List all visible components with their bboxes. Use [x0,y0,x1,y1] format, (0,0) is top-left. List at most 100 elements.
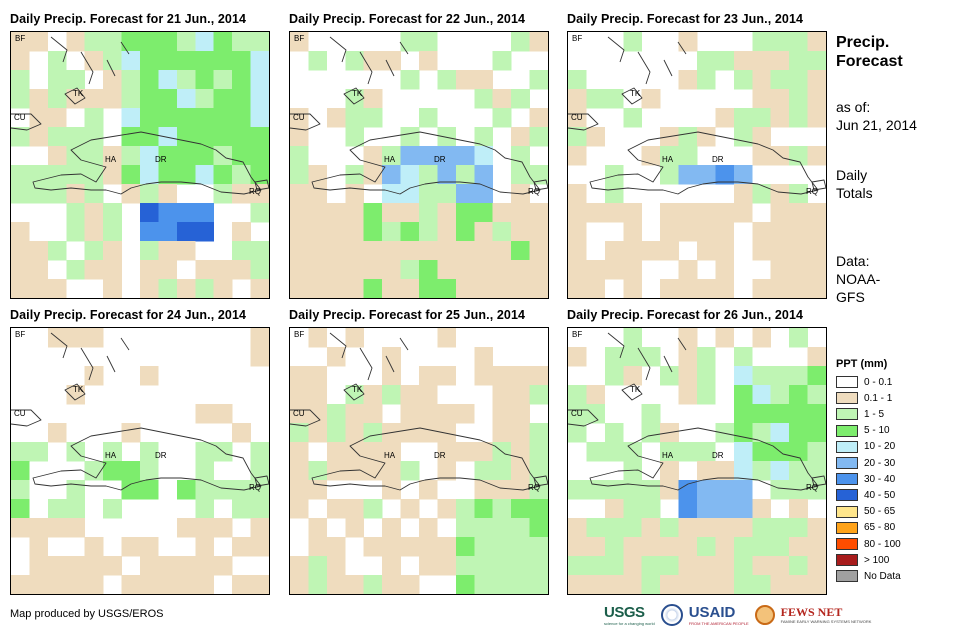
precip-cell [47,279,67,298]
precip-cell [121,184,141,204]
precip-cell [382,146,401,166]
precip-cell [715,222,735,242]
precip-cell [382,480,401,500]
legend-swatch [836,554,858,567]
precip-cell [47,70,67,90]
precip-cell [789,499,808,519]
precip-cell [568,518,587,538]
precip-cell [308,366,328,386]
precip-cell [678,385,698,405]
precip-cell [586,480,606,500]
precip-cell [140,203,159,223]
precip-cell [697,518,716,538]
precip-cell [195,51,215,71]
precip-cell [752,89,772,109]
precip-cell [363,279,383,298]
precip-cell [419,518,438,538]
precip-cell [697,241,716,261]
precip-cell [586,89,606,109]
precip-cell [47,146,67,166]
legend-item: 0 - 0.1 [836,375,892,389]
precip-cell [623,241,643,261]
precip-cell [195,461,215,481]
precip-cell [290,184,309,204]
precip-cell [752,328,772,348]
precip-cell [511,222,530,242]
precip-cell [158,32,178,52]
precip-cell [158,575,178,594]
precip-cell [121,146,141,166]
precip-cell [290,241,309,261]
precip-cell [232,89,251,109]
coastline [11,113,42,131]
precip-cell [29,127,49,147]
map-label-dr: DR [712,155,724,164]
precip-cell [455,499,475,519]
precip-cell [568,146,587,166]
precip-cell [195,556,215,576]
precip-cell [103,260,122,280]
precip-cell [733,366,753,386]
precip-cell [382,442,401,462]
precip-cell [770,260,790,280]
totals-line1: Daily [836,167,868,183]
precip-cell [437,70,457,90]
precip-cell [419,480,438,500]
precip-cell [419,423,438,443]
precip-cell [345,127,365,147]
forecast-map-svg-5: BF TK CU HA DR RQ [290,328,548,594]
precip-cell [290,499,309,519]
precip-cell [345,423,365,443]
precip-cell [474,518,494,538]
precip-cell [382,184,401,204]
precip-cell [11,32,30,52]
precip-cell [770,241,790,261]
precip-cell [752,404,772,424]
precip-cell [363,499,383,519]
precip-cell [11,480,30,500]
legend-item: > 100 [836,553,889,567]
precip-cell [455,575,475,594]
precip-cell [66,385,86,405]
precip-cell [568,279,587,298]
legend-label: 65 - 80 [864,522,896,534]
precip-cell [660,518,679,538]
precip-cell [715,108,735,128]
precip-cell [511,127,530,147]
precip-cell [345,442,365,462]
precip-cell [195,260,215,280]
precip-cell [474,279,494,298]
precip-cell [29,241,49,261]
map-label-bf: BF [15,330,25,339]
precip-cell [382,241,401,261]
precip-cell [195,89,215,109]
asof-label: as of: [836,99,871,115]
precip-cell [770,70,790,90]
precip-cell [586,537,606,557]
precip-cell [678,260,698,280]
precip-cell [140,127,159,147]
precip-cell [29,575,49,594]
precip-cell [250,165,269,185]
precip-cell [66,127,86,147]
fews-net-logo: FEWS NET FAMINE EARLY WARNING SYSTEMS NE… [781,606,872,625]
precip-cell [232,499,251,519]
forecast-map-3: BF TK CU HA DR RQ [567,31,827,299]
precip-cell [492,423,512,443]
precip-cell [789,260,808,280]
precip-cell [789,70,808,90]
precip-cell [568,108,587,128]
map-label-cu: CU [14,113,26,122]
panel-title-3: Daily Precip. Forecast for 23 Jun., 2014 [567,12,804,26]
precip-cell [195,279,215,298]
precip-cell [697,222,716,242]
precip-cell [140,366,159,386]
precip-cell [400,537,420,557]
precip-cell [84,575,104,594]
precip-cell [511,385,530,405]
precip-cell [770,279,790,298]
precip-cell [103,89,122,109]
precip-cell [363,51,383,71]
coastline [254,475,269,487]
legend-item: 20 - 30 [836,456,895,470]
